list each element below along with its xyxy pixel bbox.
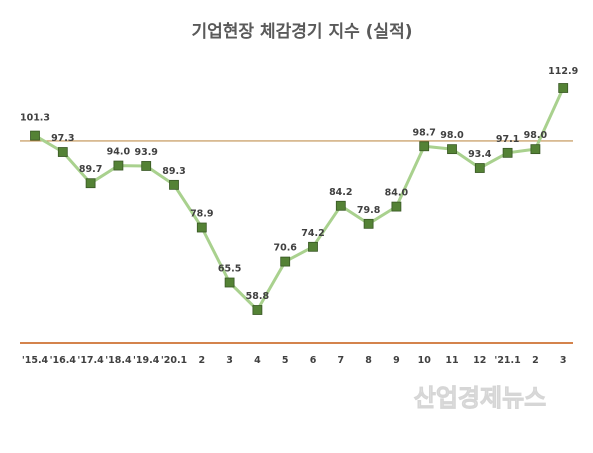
x-tick-label: 4: [254, 355, 261, 366]
x-tick-label: '17.4: [77, 355, 104, 366]
data-point: [447, 144, 457, 155]
data-label: 70.6: [273, 243, 297, 254]
data-point: [530, 144, 541, 155]
data-point: [113, 160, 124, 171]
data-label: 93.9: [134, 147, 157, 158]
data-label: 65.5: [218, 264, 241, 275]
x-tick-label: 3: [560, 355, 567, 366]
x-tick-label: 2: [198, 355, 205, 366]
data-point: [502, 147, 513, 158]
data-label: 93.4: [468, 149, 492, 160]
tick-label-layer: '15.4'16.4'17.4'18.4'19.4'20.1 2 3 4 5 6 7 8 9 10…: [22, 355, 567, 366]
x-tick-label: '15.4: [22, 355, 49, 366]
data-label: 89.7: [79, 164, 102, 175]
data-point: [224, 277, 235, 288]
data-point: [335, 200, 346, 211]
data-point: [169, 179, 179, 190]
data-label: 79.8: [357, 205, 381, 216]
data-label: 101.3: [20, 113, 50, 124]
data-label: 98.0: [440, 130, 464, 141]
data-point: [85, 178, 96, 189]
data-label: 98.0: [524, 130, 548, 141]
data-point: [363, 218, 374, 229]
data-label: 98.7: [412, 127, 435, 138]
data-label: 84.2: [329, 187, 352, 198]
marker-layer: [30, 83, 569, 315]
data-label-layer: 101.397.3 89.7 94.0 93.9 89.3 78.9 65.5 58.8 70.…: [20, 66, 578, 302]
data-point: [308, 241, 318, 252]
x-tick-label: 9: [393, 355, 400, 366]
x-tick-label: 12: [473, 355, 486, 366]
data-label: 84.0: [385, 188, 409, 199]
data-label: 97.3: [51, 133, 74, 144]
data-point: [196, 222, 207, 233]
x-tick-label: 6: [310, 355, 317, 366]
data-point: [558, 83, 569, 93]
x-tick-label: '21.1: [494, 355, 520, 366]
data-label: 74.2: [301, 228, 324, 239]
series-line-layer: [33, 86, 565, 312]
data-label: 58.8: [246, 291, 270, 302]
data-point: [280, 256, 291, 267]
x-tick-label: 11: [445, 355, 458, 366]
x-tick-label: 7: [337, 355, 344, 366]
data-point: [419, 141, 430, 152]
data-point: [141, 161, 152, 171]
data-point: [57, 147, 68, 157]
data-point: [252, 305, 263, 315]
data-label: 78.9: [190, 209, 213, 220]
data-point: [474, 163, 485, 173]
x-tick-label: '16.4: [50, 355, 77, 366]
x-tick-label: 5: [282, 355, 289, 366]
chart-title: 기업현장 체감경기 지수 (실적): [192, 22, 413, 42]
data-label: 112.9: [548, 66, 578, 77]
data-point: [30, 130, 40, 141]
x-tick-label: '18.4: [105, 355, 132, 366]
x-tick-label: 3: [226, 355, 233, 366]
data-label: 89.3: [162, 166, 185, 177]
x-tick-label: '20.1: [161, 355, 187, 366]
data-label: 97.1: [496, 134, 519, 145]
data-point: [391, 201, 402, 212]
watermark: 산업경제뉴스: [414, 384, 546, 412]
series-line: [33, 86, 565, 312]
x-tick-label: 2: [532, 355, 539, 366]
x-tick-label: 8: [365, 355, 372, 366]
x-tick-label: '19.4: [133, 355, 160, 366]
x-tick-label: 10: [418, 355, 432, 366]
data-label: 94.0: [107, 147, 131, 158]
